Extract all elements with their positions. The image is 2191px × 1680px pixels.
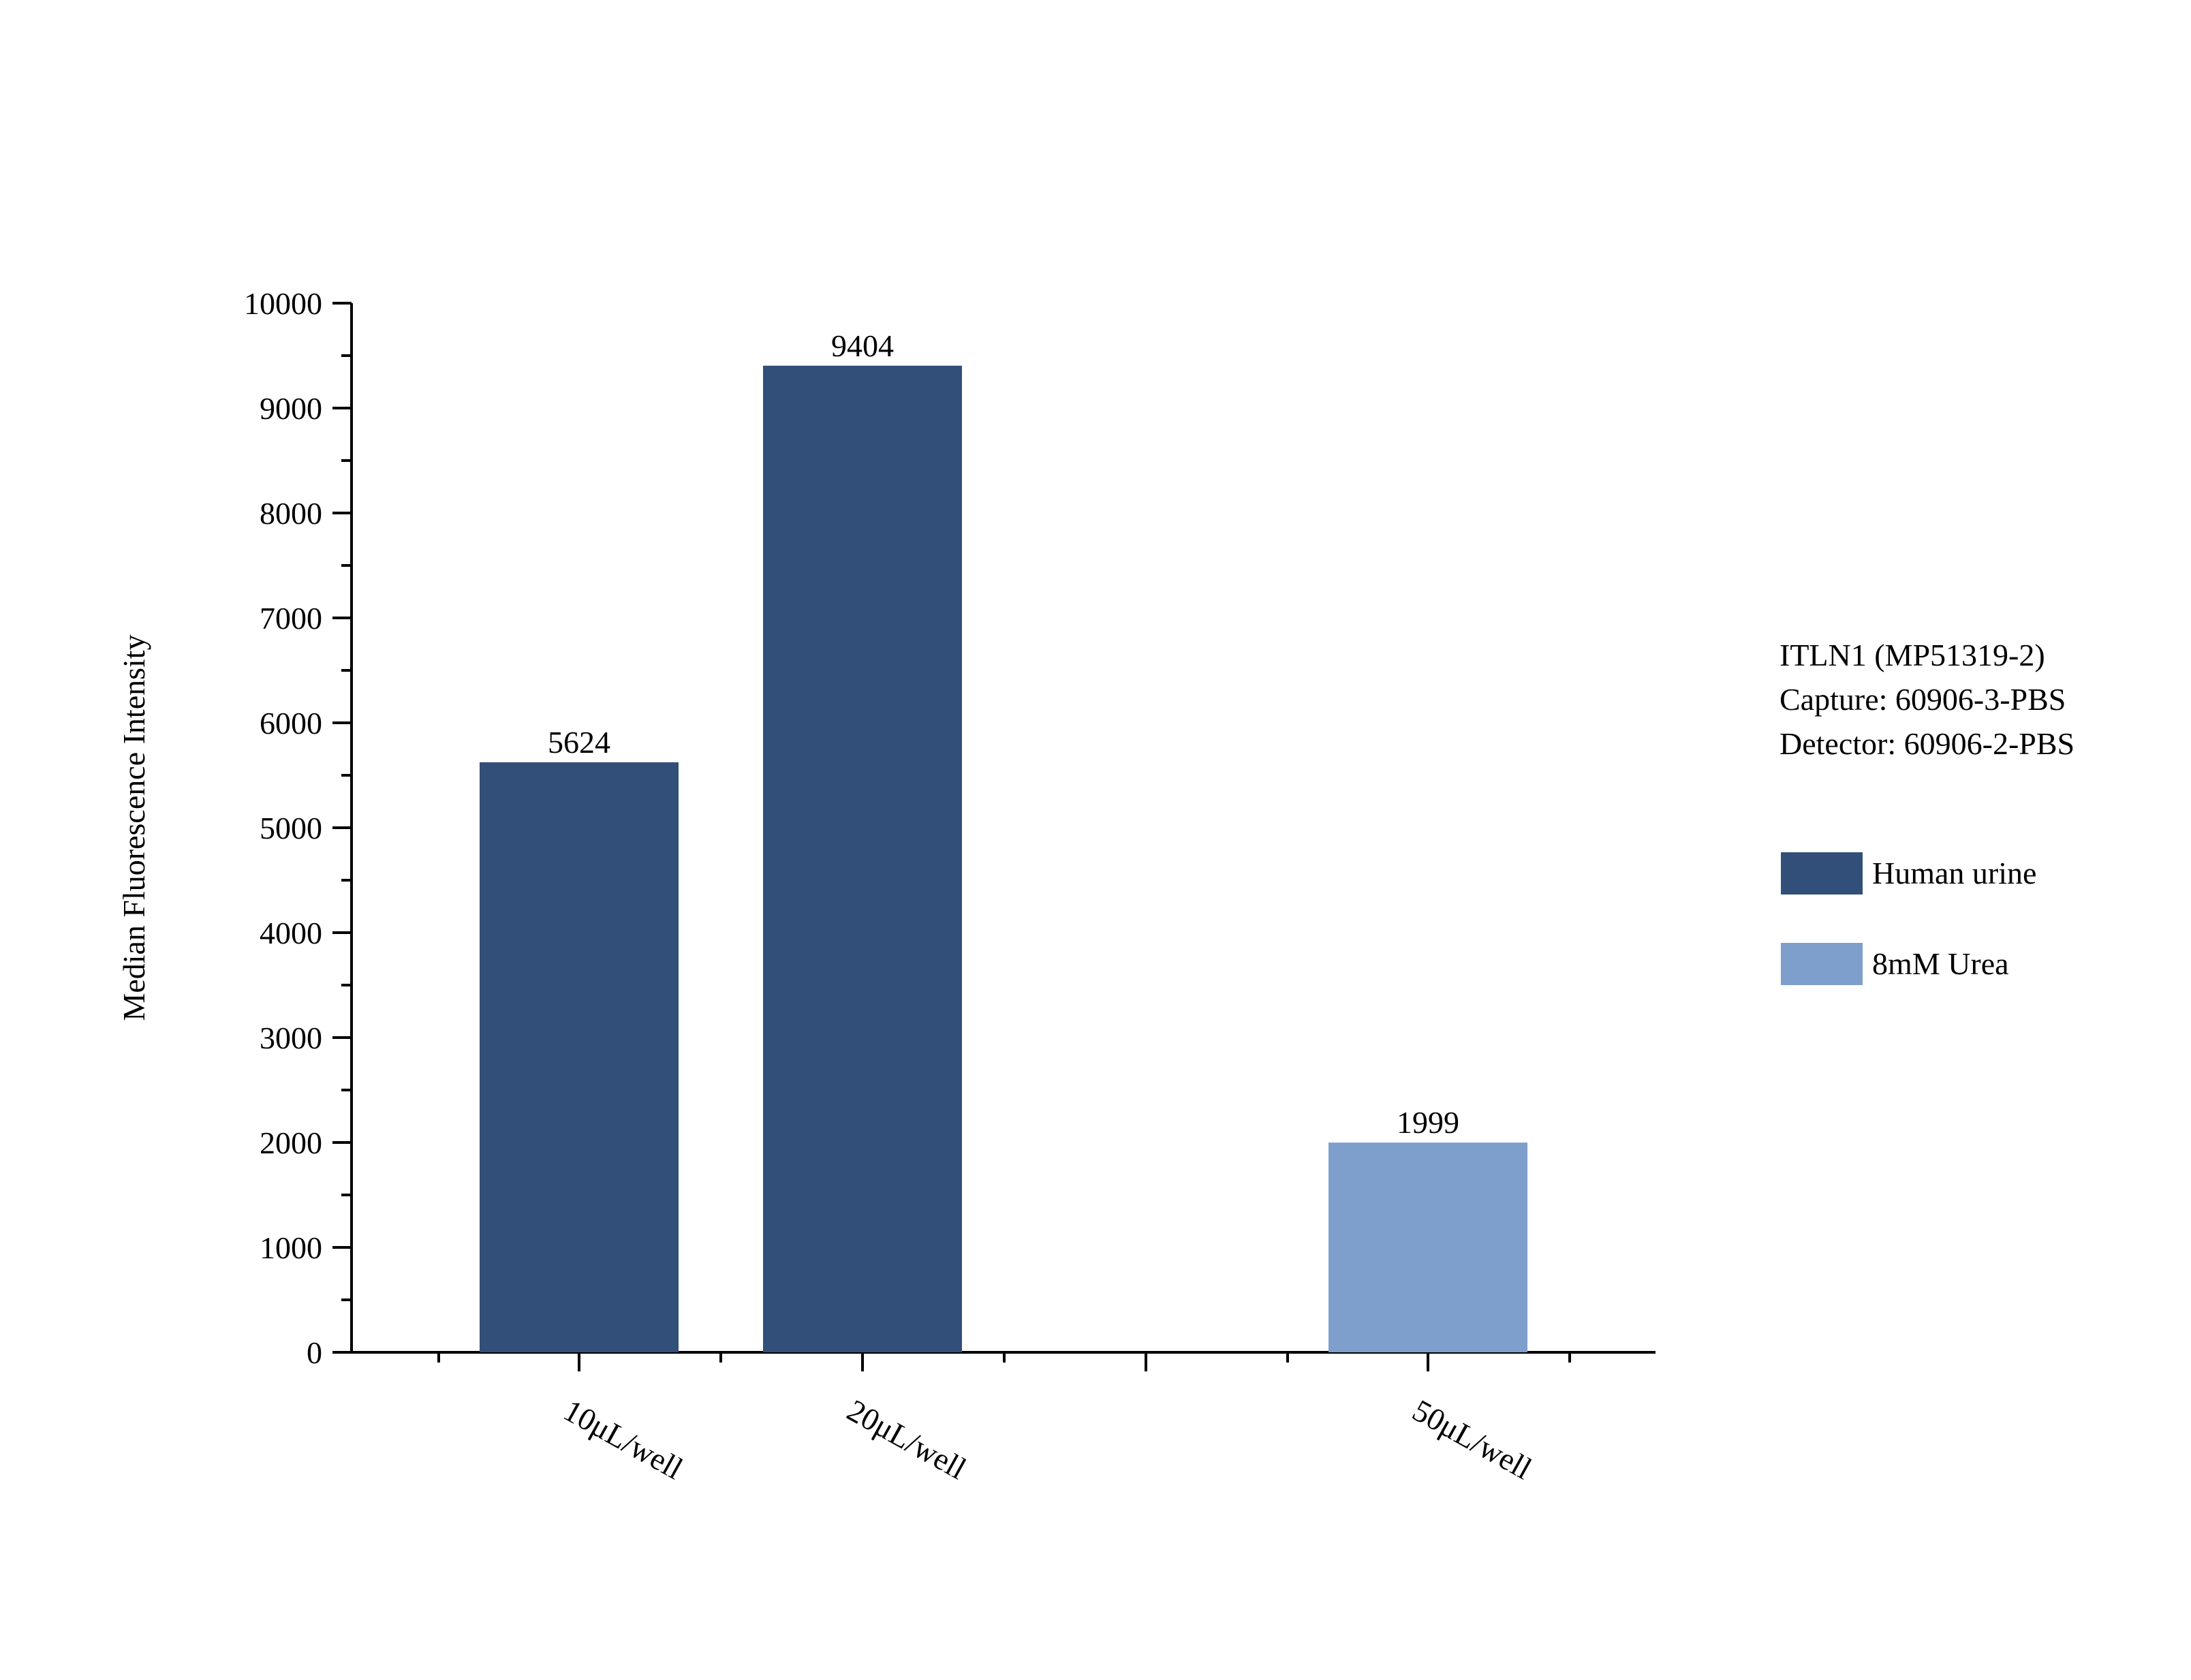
y-tick-label: 2000 [260, 1125, 322, 1160]
bar [1328, 1142, 1527, 1352]
axes: 0 1000 2000 3000 4000 5000 6000 7000 8000 9000 100… [244, 286, 1656, 1371]
y-tick-label: 10000 [244, 286, 322, 321]
bar [763, 365, 962, 1353]
legend-swatch [1781, 852, 1863, 895]
data-label: 9404 [831, 328, 894, 363]
y-tick-label: 9000 [260, 391, 322, 426]
y-tick-label: 3000 [260, 1021, 322, 1055]
y-tick-label: 7000 [260, 601, 322, 636]
x-tick-label: 10μL/well [558, 1393, 689, 1486]
bars [480, 365, 1527, 1353]
legend-label: 8mM Urea [1872, 946, 2009, 981]
bar [480, 762, 679, 1352]
y-tick-label: 0 [307, 1335, 322, 1370]
annotation-line: Capture: 60906-3-PBS [1780, 682, 2066, 717]
x-tick-label: 50μL/well [1407, 1393, 1538, 1486]
y-tick-label: 5000 [260, 811, 322, 845]
y-tick-label: 1000 [260, 1230, 322, 1265]
legend: Human urine 8mM Urea [1781, 852, 2036, 985]
legend-swatch [1781, 943, 1863, 985]
data-label: 1999 [1397, 1105, 1459, 1140]
x-tick-label: 20μL/well [841, 1393, 972, 1486]
legend-label: Human urine [1872, 856, 2036, 890]
annotation-line: ITLN1 (MP51319-2) [1780, 638, 2045, 672]
annotation-line: Detector: 60906-2-PBS [1780, 726, 2075, 761]
y-tick-label: 4000 [260, 916, 322, 950]
y-tick-label: 6000 [260, 706, 322, 741]
annotation: ITLN1 (MP51319-2) Capture: 60906-3-PBS Det… [1780, 638, 2075, 761]
y-axis-label: Median Fluorescence Intensity [116, 634, 151, 1021]
y-tick-label: 8000 [260, 496, 322, 531]
data-label: 5624 [548, 725, 610, 760]
